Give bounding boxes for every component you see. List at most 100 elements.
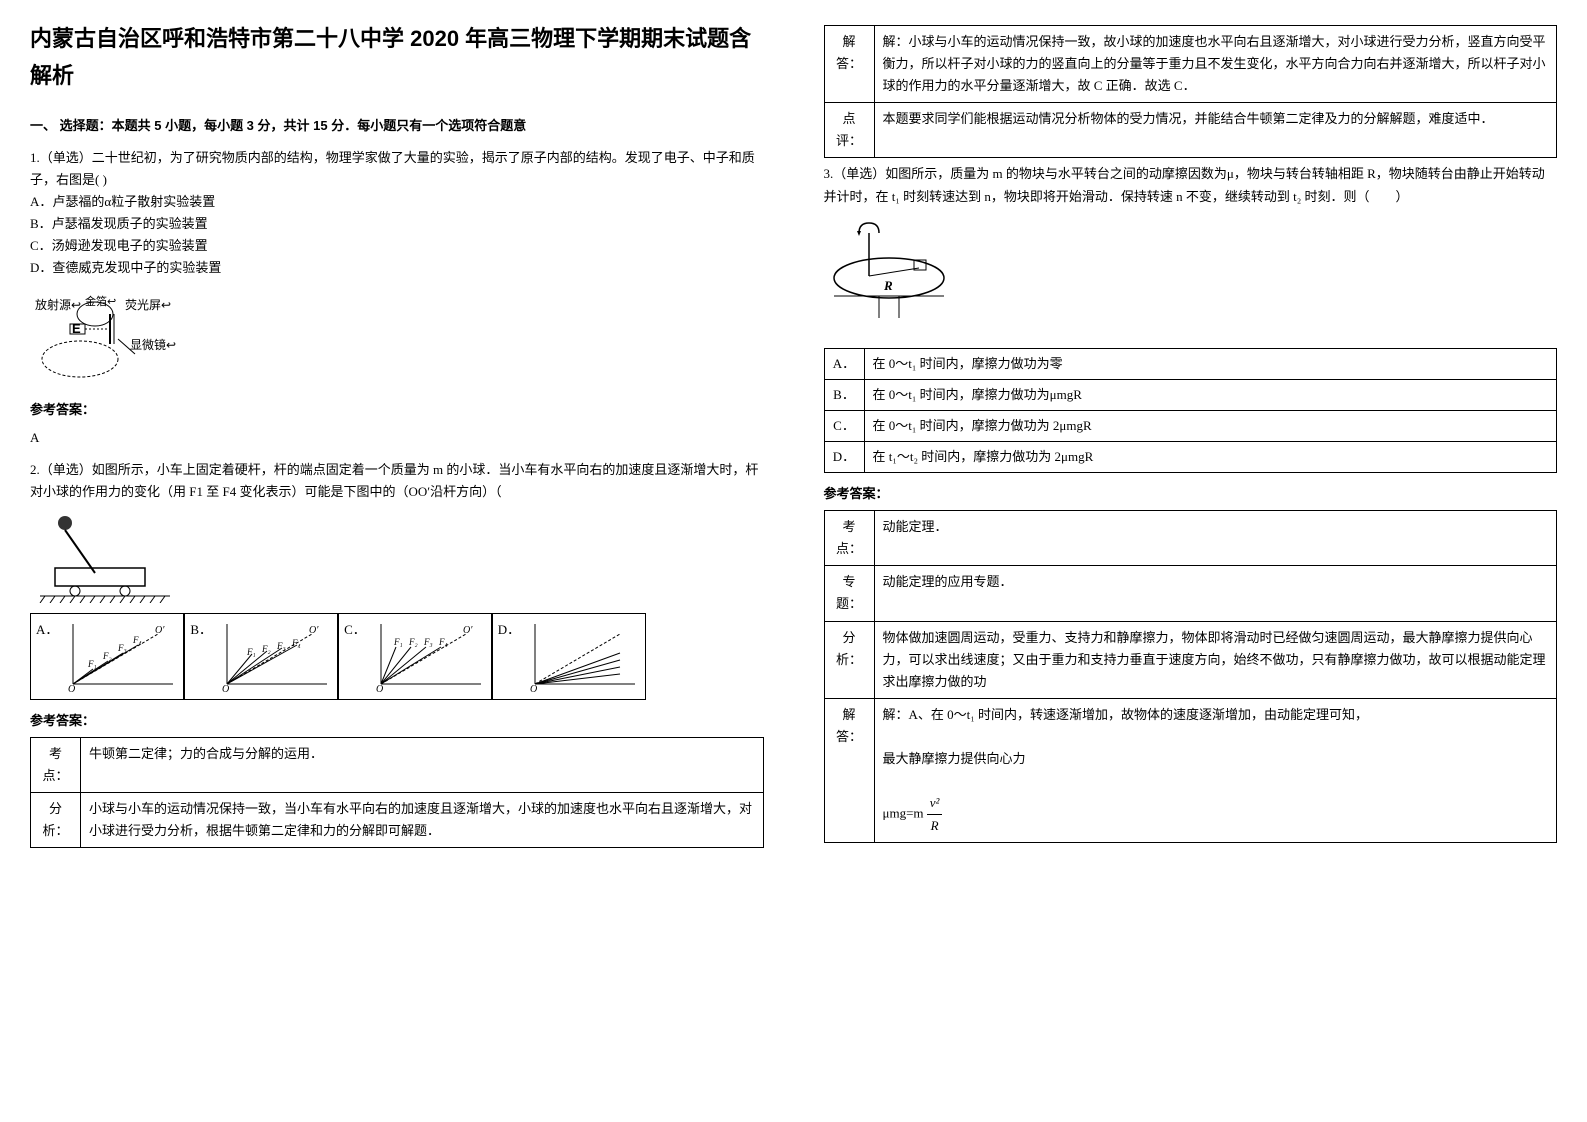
q3-kaodian: 动能定理． bbox=[874, 511, 1557, 566]
svg-text:F₃: F₃ bbox=[276, 641, 286, 651]
q3-zhuanti: 动能定理的应用专题． bbox=[874, 566, 1557, 621]
q2-chart-a: A． O O′ F₁ F₂ F₃ F₄ bbox=[30, 613, 184, 700]
q1-option-d: D．查德威克发现中子的实验装置 bbox=[30, 257, 764, 279]
page-container: 内蒙古自治区呼和浩特市第二十八中学 2020 年高三物理下学期期末试题含解析 一… bbox=[20, 20, 1567, 858]
chart-label-b: B． bbox=[190, 619, 212, 641]
q1-option-b: B．卢瑟福发现质子的实验装置 bbox=[30, 213, 764, 235]
left-column: 内蒙古自治区呼和浩特市第二十八中学 2020 年高三物理下学期期末试题含解析 一… bbox=[20, 20, 774, 858]
q3-jieda: 解：A、在 0～t₁ 时间内，转速逐渐增加，故物体的速度逐渐增加，由动能定理可知… bbox=[874, 698, 1557, 843]
q2-fenxi: 小球与小车的运动情况保持一致，当小车有水平向右的加速度且逐渐增大，小球的加速度也… bbox=[81, 793, 764, 848]
q3-opt-d: 在 t₁～t₂ 时间内，摩擦力做功为 2μmgR bbox=[865, 442, 1557, 472]
svg-text:E: E bbox=[72, 321, 81, 336]
q3-options: A． 在 0～t₁ 时间内，摩擦力做功为零 B． 在 0～t₁ 时间内，摩擦力做… bbox=[824, 348, 1558, 473]
svg-text:F₃: F₃ bbox=[423, 637, 433, 647]
label-foil: 金箔↩ bbox=[85, 294, 116, 308]
q3-analysis-table: 考点： 动能定理． 专题： 动能定理的应用专题． 分析： 物体做加速圆周运动，受… bbox=[824, 510, 1558, 843]
q3-opt-a-label: A． bbox=[825, 349, 865, 379]
q1-option-c: C．汤姆逊发现电子的实验装置 bbox=[30, 235, 764, 257]
right-column: 解答： 解：小球与小车的运动情况保持一致，故小球的加速度也水平向右且逐渐增大，对… bbox=[814, 20, 1568, 858]
svg-text:F₃: F₃ bbox=[117, 643, 127, 653]
q2-chart-b: B． O O′ F₁ F₂ F₃ F₄ bbox=[184, 613, 338, 700]
chart-b-svg: O O′ F₁ F₂ F₃ F₄ bbox=[217, 619, 332, 694]
q2-fenxi-label: 分析： bbox=[31, 793, 81, 848]
svg-text:R: R bbox=[883, 278, 893, 293]
q3-opt-b-label: B． bbox=[825, 380, 865, 410]
q3-opt-b: 在 0～t₁ 时间内，摩擦力做功为μmgR bbox=[865, 380, 1557, 410]
label-microscope: 显微镜↩ bbox=[130, 337, 176, 352]
q2-answer-label: 参考答案： bbox=[30, 710, 764, 732]
chart-c-svg: O O′ F₁ F₂ F₃ F₄ bbox=[371, 619, 486, 694]
q2-analysis-table: 考点： 牛顿第二定律；力的合成与分解的运用． 分析： 小球与小车的运动情况保持一… bbox=[30, 737, 764, 848]
svg-text:F₄: F₄ bbox=[438, 637, 448, 647]
fraction-num: v² bbox=[927, 792, 943, 815]
q3-opt-c: 在 0～t₁ 时间内，摩擦力做功为 2μmgR bbox=[865, 411, 1557, 441]
q2-kaodian-label: 考点： bbox=[31, 737, 81, 792]
alpha-scattering-svg: 放射源↩ 金箔↩ E 荧光屏↩ 显微镜↩ bbox=[30, 289, 230, 389]
q3-answer-label: 参考答案： bbox=[824, 483, 1558, 505]
q2-chart-c: C． O O′ F₁ F₂ F₃ F₄ bbox=[338, 613, 492, 700]
chart-label-a: A． bbox=[36, 619, 58, 641]
turntable-svg: R bbox=[824, 218, 974, 338]
fraction-den: R bbox=[927, 815, 943, 837]
q2-jieda: 解：小球与小车的运动情况保持一致，故小球的加速度也水平向右且逐渐增大，对小球进行… bbox=[874, 26, 1557, 103]
question-3: 3.（单选）如图所示，质量为 m 的物块与水平转台之间的动摩擦因数为μ，物块与转… bbox=[824, 163, 1558, 843]
q2-jieda-label: 解答： bbox=[824, 26, 874, 103]
fraction: v² R bbox=[927, 792, 943, 837]
q3-jieda-line2: 最大静摩擦力提供向心力 bbox=[883, 748, 1549, 770]
q1-answer-label: 参考答案： bbox=[30, 399, 764, 421]
q3-opt-d-row: D． 在 t₁～t₂ 时间内，摩擦力做功为 2μmgR bbox=[824, 441, 1558, 473]
svg-text:O′: O′ bbox=[155, 625, 165, 636]
label-screen: 荧光屏↩ bbox=[125, 298, 171, 312]
q2-chart-d: D． O bbox=[492, 613, 646, 700]
cart-svg bbox=[30, 513, 180, 603]
q3-stem: 3.（单选）如图所示，质量为 m 的物块与水平转台之间的动摩擦因数为μ，物块与转… bbox=[824, 163, 1558, 207]
q2-chart-row: A． O O′ F₁ F₂ F₃ F₄ B． bbox=[30, 613, 764, 700]
q3-opt-c-label: C． bbox=[825, 411, 865, 441]
svg-text:F₁: F₁ bbox=[246, 647, 256, 657]
q1-option-a: A．卢瑟福的α粒子散射实验装置 bbox=[30, 191, 764, 213]
page-title: 内蒙古自治区呼和浩特市第二十八中学 2020 年高三物理下学期期末试题含解析 bbox=[30, 20, 764, 95]
svg-text:F₂: F₂ bbox=[261, 644, 271, 654]
q3-jieda-line1: 解：A、在 0～t₁ 时间内，转速逐渐增加，故物体的速度逐渐增加，由动能定理可知… bbox=[883, 704, 1549, 726]
q3-formula-text: μmg=m bbox=[883, 806, 924, 821]
svg-text:O: O bbox=[376, 684, 383, 694]
q1-diagram: 放射源↩ 金箔↩ E 荧光屏↩ 显微镜↩ bbox=[30, 289, 764, 389]
q3-diagram: R bbox=[824, 218, 1558, 338]
svg-text:F₄: F₄ bbox=[132, 635, 142, 645]
q1-stem: 1.（单选）二十世纪初，为了研究物质内部的结构，物理学家做了大量的实验，揭示了原… bbox=[30, 147, 764, 191]
q3-opt-c-row: C． 在 0～t₁ 时间内，摩擦力做功为 2μmgR bbox=[824, 410, 1558, 441]
q3-kaodian-label: 考点： bbox=[824, 511, 874, 566]
q2-dianping: 本题要求同学们能根据运动情况分析物体的受力情况，并能结合牛顿第二定律及力的分解解… bbox=[874, 103, 1557, 158]
q2-dianping-label: 点评： bbox=[824, 103, 874, 158]
question-2: 2.（单选）如图所示，小车上固定着硬杆，杆的端点固定着一个质量为 m 的小球．当… bbox=[30, 459, 764, 849]
q1-answer: A bbox=[30, 427, 764, 449]
svg-text:O: O bbox=[222, 684, 229, 694]
q2-main-diagram bbox=[30, 513, 764, 603]
label-source: 放射源↩ bbox=[35, 297, 81, 312]
q3-opt-d-label: D． bbox=[825, 442, 865, 472]
svg-text:F₁: F₁ bbox=[87, 659, 97, 669]
q3-opt-a: 在 0～t₁ 时间内，摩擦力做功为零 bbox=[865, 349, 1557, 379]
q2-stem: 2.（单选）如图所示，小车上固定着硬杆，杆的端点固定着一个质量为 m 的小球．当… bbox=[30, 459, 764, 503]
question-1: 1.（单选）二十世纪初，为了研究物质内部的结构，物理学家做了大量的实验，揭示了原… bbox=[30, 147, 764, 449]
q3-jieda-label: 解答： bbox=[824, 698, 874, 843]
q3-zhuanti-label: 专题： bbox=[824, 566, 874, 621]
svg-text:O: O bbox=[530, 684, 537, 694]
svg-text:O′: O′ bbox=[463, 625, 473, 636]
chart-a-svg: O O′ F₁ F₂ F₃ F₄ bbox=[63, 619, 178, 694]
chart-label-d: D． bbox=[498, 619, 520, 641]
chart-d-svg: O bbox=[525, 619, 640, 694]
q3-jieda-formula: μmg=m v² R bbox=[883, 792, 1549, 837]
q3-opt-b-row: B． 在 0～t₁ 时间内，摩擦力做功为μmgR bbox=[824, 379, 1558, 410]
q3-opt-a-row: A． 在 0～t₁ 时间内，摩擦力做功为零 bbox=[824, 348, 1558, 379]
svg-text:F₁: F₁ bbox=[393, 637, 403, 647]
section-header: 一、 选择题：本题共 5 小题，每小题 3 分，共计 15 分．每小题只有一个选… bbox=[30, 115, 764, 137]
svg-text:F₂: F₂ bbox=[102, 651, 112, 661]
svg-text:F₂: F₂ bbox=[408, 637, 418, 647]
svg-text:F₄: F₄ bbox=[291, 638, 301, 648]
q3-fenxi-label: 分析： bbox=[824, 621, 874, 698]
svg-text:O: O bbox=[68, 684, 75, 694]
svg-text:O′: O′ bbox=[309, 625, 319, 636]
q2-analysis-table-2: 解答： 解：小球与小车的运动情况保持一致，故小球的加速度也水平向右且逐渐增大，对… bbox=[824, 25, 1558, 158]
chart-label-c: C． bbox=[344, 619, 366, 641]
